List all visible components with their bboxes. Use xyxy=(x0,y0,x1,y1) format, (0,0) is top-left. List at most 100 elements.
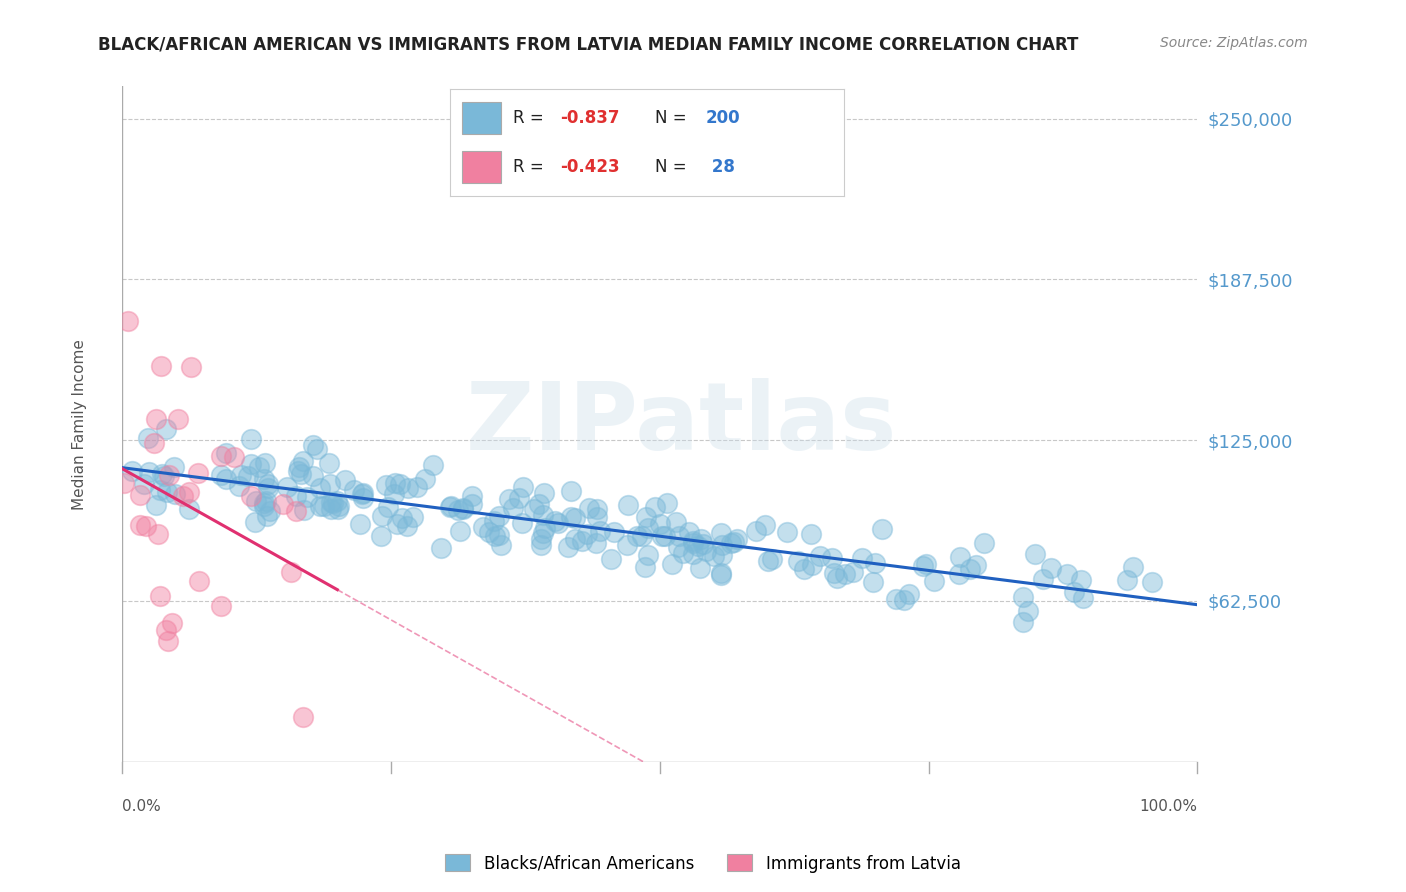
FancyBboxPatch shape xyxy=(461,152,501,184)
Point xyxy=(965,558,987,572)
Point xyxy=(720,535,742,549)
FancyBboxPatch shape xyxy=(461,102,501,134)
Point xyxy=(709,525,731,540)
Point xyxy=(872,522,894,536)
Point xyxy=(273,497,295,511)
Point xyxy=(523,502,546,516)
Point xyxy=(253,472,276,486)
Text: -0.837: -0.837 xyxy=(560,109,620,127)
Point xyxy=(576,527,599,541)
Point xyxy=(312,499,335,513)
Point xyxy=(157,634,180,648)
Point xyxy=(1012,591,1035,605)
Point xyxy=(512,479,534,493)
Point xyxy=(187,466,209,480)
Point xyxy=(280,565,302,579)
Point xyxy=(710,537,733,551)
Point xyxy=(484,529,506,543)
Point xyxy=(973,536,995,550)
Point xyxy=(256,481,278,495)
Point xyxy=(284,504,307,518)
Point xyxy=(247,460,270,475)
Point xyxy=(209,467,232,482)
Point xyxy=(318,477,340,491)
Point xyxy=(754,518,776,533)
Point xyxy=(630,529,652,543)
Point xyxy=(145,412,167,426)
Point xyxy=(557,540,579,554)
Point xyxy=(461,496,484,510)
Point xyxy=(259,504,281,518)
Point xyxy=(471,520,494,534)
Point xyxy=(447,503,470,517)
Point xyxy=(328,499,350,513)
Point xyxy=(682,534,704,549)
Point xyxy=(585,502,607,516)
Point xyxy=(530,538,553,552)
Point xyxy=(661,558,683,572)
Point xyxy=(603,524,626,539)
Point xyxy=(911,558,934,573)
Point xyxy=(723,535,745,549)
Point xyxy=(585,510,607,524)
Text: Median Family Income: Median Family Income xyxy=(72,339,87,509)
Point xyxy=(211,449,233,463)
Point xyxy=(239,433,262,447)
Point xyxy=(326,501,349,516)
Point xyxy=(384,487,406,501)
Point xyxy=(371,508,394,523)
Point xyxy=(626,529,648,543)
Point xyxy=(534,521,557,535)
Point xyxy=(488,527,510,541)
Point xyxy=(287,464,309,478)
Point xyxy=(451,501,474,516)
Text: N =: N = xyxy=(655,159,692,177)
Point xyxy=(710,548,733,562)
Point xyxy=(254,493,277,508)
Point xyxy=(292,454,315,468)
Point xyxy=(668,529,690,543)
Point xyxy=(180,359,202,374)
Point xyxy=(686,540,709,554)
Point xyxy=(461,489,484,503)
Point xyxy=(276,480,298,494)
Text: 0.0%: 0.0% xyxy=(122,799,162,814)
Point xyxy=(172,489,194,503)
Text: N =: N = xyxy=(655,109,692,127)
Point xyxy=(808,549,831,564)
Point xyxy=(352,486,374,500)
Point xyxy=(634,559,657,574)
Point xyxy=(245,494,267,508)
Point xyxy=(1017,604,1039,618)
Point xyxy=(1040,560,1063,574)
Point xyxy=(292,710,315,724)
Point xyxy=(801,558,824,572)
Point xyxy=(651,528,673,542)
Point xyxy=(157,468,180,483)
Text: R =: R = xyxy=(513,109,548,127)
Point xyxy=(318,456,340,470)
Point xyxy=(1116,573,1139,587)
Point xyxy=(156,484,179,499)
Text: 100.0%: 100.0% xyxy=(1139,799,1198,814)
Point xyxy=(231,468,253,483)
Point xyxy=(166,411,188,425)
Point xyxy=(498,492,520,507)
Point xyxy=(682,535,704,549)
Point xyxy=(290,467,312,482)
Point xyxy=(287,460,309,475)
Point xyxy=(842,565,865,579)
Point xyxy=(214,472,236,486)
Point xyxy=(644,500,666,514)
Point xyxy=(893,593,915,607)
Point xyxy=(690,532,713,546)
Point xyxy=(236,469,259,483)
Point xyxy=(413,472,436,486)
Point xyxy=(395,518,418,533)
Point xyxy=(1032,572,1054,586)
Point xyxy=(922,574,945,588)
Point xyxy=(215,446,238,460)
Point xyxy=(531,508,554,522)
Point xyxy=(440,499,463,513)
Point xyxy=(352,491,374,506)
